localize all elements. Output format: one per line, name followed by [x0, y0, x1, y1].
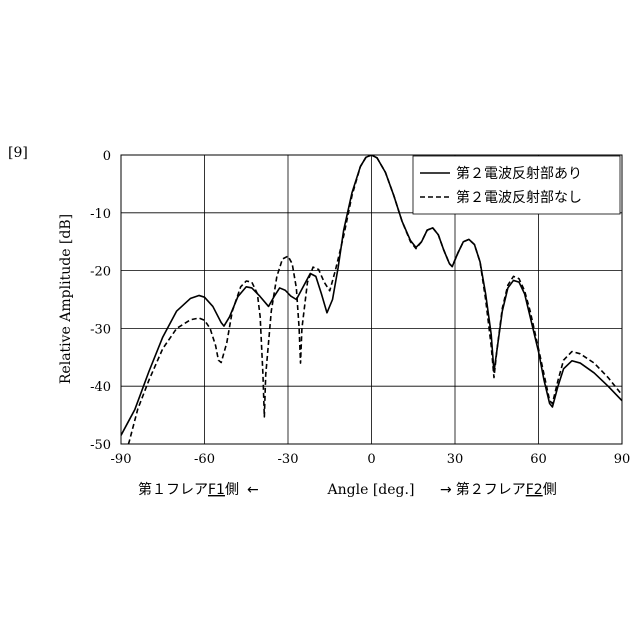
x-tick-label: 60 [530, 452, 547, 467]
y-tick-label: -10 [90, 207, 111, 222]
x-tick-label: -60 [194, 452, 215, 467]
legend: 第２電波反射部あり 第２電波反射部なし [413, 156, 620, 214]
left-arrow: ← [247, 482, 259, 498]
legend-entry-with-reflector: 第２電波反射部あり [456, 165, 582, 182]
x-tick-label: -90 [111, 452, 132, 467]
y-tick-label: -40 [90, 380, 111, 395]
y-tick-labels: 0 -10 -20 -30 -40 -50 [90, 149, 111, 453]
annotation-right-prefix: 第２フレア [456, 481, 526, 498]
annotation-left-suffix: 側 [225, 482, 239, 498]
annotation-right-ref: F2 [526, 482, 543, 498]
x-tick-label: 90 [614, 452, 631, 467]
y-tick-label: 0 [103, 149, 111, 164]
x-tick-label: -30 [278, 452, 299, 467]
annotation-left-ref: F1 [208, 482, 225, 498]
x-annotation-left: 第１フレアF1側 ← [138, 481, 259, 498]
x-tick-label: 0 [367, 452, 375, 467]
annotation-right-suffix: 側 [543, 482, 557, 498]
legend-entry-without-reflector: 第２電波反射部なし [456, 189, 582, 206]
y-axis-label: Relative Amplitude [dB] [58, 214, 74, 384]
y-tick-label: -30 [90, 322, 111, 337]
y-tick-label: -20 [90, 265, 111, 280]
x-annotation-right: →第２フレアF2側 [440, 481, 557, 498]
x-axis-label: Angle [deg.] [327, 482, 415, 498]
x-tick-label: 30 [447, 452, 464, 467]
right-arrow: → [440, 482, 452, 498]
annotation-left-prefix: 第１フレア [138, 481, 208, 498]
y-tick-label: -50 [90, 438, 111, 453]
x-tick-labels: -90 -60 -30 0 30 60 90 [111, 452, 631, 467]
